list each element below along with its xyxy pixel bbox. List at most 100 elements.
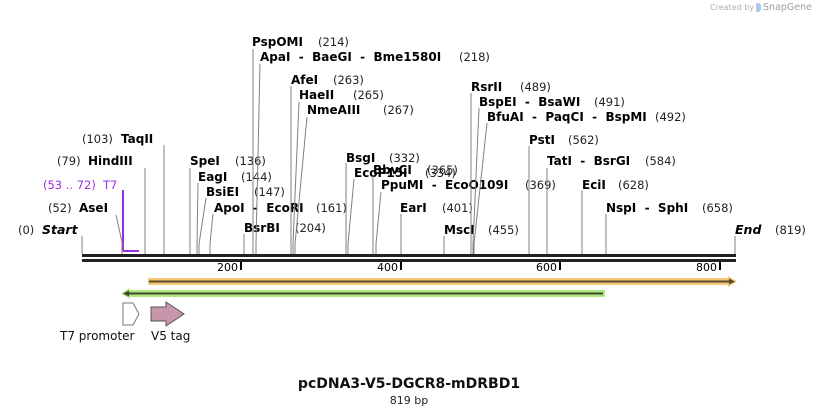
snapgene-logo-icon [756, 3, 762, 12]
site-bspei-bsawi[interactable]: BspEI - BsaWI (491) [472, 95, 625, 254]
orf-forward[interactable] [148, 276, 737, 287]
svg-text:(214): (214) [318, 35, 349, 49]
end-marker: End (819) [734, 222, 806, 254]
site-bsiei[interactable]: BsiEI (147) [198, 185, 285, 254]
svg-text:NspI - SphI: NspI - SphI [606, 201, 688, 215]
primer-range: (53 .. 72) [43, 178, 96, 192]
credit-prefix: Created by [710, 3, 755, 12]
feature-t7-promoter[interactable] [122, 302, 140, 326]
svg-text:HindIII: HindIII [88, 154, 133, 168]
svg-text:EciI: EciI [582, 178, 606, 192]
site-psti[interactable]: PstI (562) [528, 133, 599, 254]
svg-text:EcoP15I: EcoP15I [354, 166, 408, 180]
site-msci[interactable]: MscI (455) [443, 223, 519, 254]
svg-text:AseI: AseI [79, 201, 108, 215]
site-bfuai-paqci-bspmi[interactable]: BfuAI - PaqCI - BspMI (492) [473, 110, 686, 254]
ruler-ticks: 200 400 600 800 [217, 261, 721, 274]
site-tati-bsrgi[interactable]: TatI - BsrGI (584) [546, 154, 676, 254]
site-afei[interactable]: AfeI (263) [290, 73, 364, 254]
tick-800: 800 [696, 261, 717, 274]
svg-text:(332): (332) [389, 151, 420, 165]
svg-text:(136): (136) [235, 154, 266, 168]
svg-text:TatI - BsrGI: TatI - BsrGI [547, 154, 630, 168]
site-bsgi[interactable]: BsgI (332) [345, 151, 420, 254]
snapgene-credit: Created by SnapGene [710, 2, 812, 13]
start-label: Start [42, 222, 79, 237]
arrow-left-icon [123, 290, 129, 297]
arrow-right-icon [729, 278, 735, 285]
svg-text:(455): (455) [488, 223, 519, 237]
svg-text:(658): (658) [702, 201, 733, 215]
svg-text:(144): (144) [241, 170, 272, 184]
svg-text:EarI: EarI [400, 201, 427, 215]
site-ecop15i[interactable]: EcoP15I (334) [347, 166, 456, 254]
svg-text:MscI: MscI [444, 223, 475, 237]
svg-text:BsiEI: BsiEI [206, 185, 239, 199]
site-haeii[interactable]: HaeII (265) [292, 88, 384, 254]
tick-400: 400 [377, 261, 398, 274]
svg-text:(52): (52) [48, 201, 72, 215]
feature-v5-tag[interactable] [150, 301, 185, 327]
site-apoi-ecori[interactable]: ApoI - EcoRI (161) [209, 201, 347, 254]
svg-text:RsrII: RsrII [471, 80, 502, 94]
svg-text:(562): (562) [568, 133, 599, 147]
site-taqii[interactable]: (103) TaqII [82, 132, 165, 254]
svg-text:BfuAI - PaqCI - BspMI: BfuAI - PaqCI - BspMI [487, 110, 647, 124]
credit-brand: SnapGene [763, 2, 812, 13]
site-ecii[interactable]: EciI (628) [581, 178, 649, 254]
svg-text:(218): (218) [459, 50, 490, 64]
site-eari[interactable]: EarI (401) [400, 201, 473, 254]
svg-text:(147): (147) [254, 185, 285, 199]
svg-text:TaqII: TaqII [121, 132, 153, 146]
svg-text:SpeI: SpeI [190, 154, 220, 168]
svg-text:BspEI - BsaWI: BspEI - BsaWI [479, 95, 580, 109]
svg-text:(489): (489) [520, 80, 551, 94]
site-rsrii[interactable]: RsrII (489) [470, 80, 551, 254]
site-bbvci[interactable]: BbvCI (365) [372, 163, 458, 254]
svg-text:(334): (334) [425, 166, 456, 180]
map-title: pcDNA3-V5-DGCR8-mDRBD1 [297, 376, 521, 392]
svg-text:(79): (79) [57, 154, 81, 168]
svg-text:BbvCI: BbvCI [373, 163, 412, 177]
site-nmeaiii[interactable]: NmeAIII (267) [294, 103, 414, 254]
svg-text:NmeAIII: NmeAIII [307, 103, 360, 117]
primer-t7[interactable]: (53 .. 72) T7 [43, 178, 139, 252]
site-apai-baegi-bme1580i[interactable]: ApaI - BaeGI - Bme1580I (218) [255, 50, 490, 254]
svg-text:AfeI: AfeI [291, 73, 318, 87]
start-marker: (0) Start [18, 222, 83, 254]
site-asei[interactable]: (52) AseI [48, 201, 123, 254]
svg-text:(263): (263) [333, 73, 364, 87]
tick-200: 200 [217, 261, 238, 274]
svg-text:(819): (819) [775, 223, 806, 237]
svg-text:(401): (401) [442, 201, 473, 215]
site-ppumi-ecoo109i[interactable]: PpuMI - EcoO109I (369) [375, 178, 556, 254]
site-hindiii[interactable]: (79) HindIII [57, 154, 146, 254]
svg-text:(628): (628) [618, 178, 649, 192]
svg-text:(161): (161) [316, 201, 347, 215]
site-pspomi[interactable]: PspOMI (214) [252, 35, 349, 254]
svg-text:BsgI: BsgI [346, 151, 375, 165]
site-nspi-sphi[interactable]: NspI - SphI (658) [605, 201, 733, 254]
svg-text:(365): (365) [427, 163, 458, 177]
svg-text:(204): (204) [295, 221, 326, 235]
end-label: End [735, 222, 762, 237]
primer-label: T7 [102, 178, 117, 192]
svg-text:(491): (491) [594, 95, 625, 109]
svg-text:BsrBI: BsrBI [244, 221, 280, 235]
svg-text:(369): (369) [525, 178, 556, 192]
svg-text:ApaI - BaeGI - Bme1580I: ApaI - BaeGI - Bme1580I [260, 50, 441, 64]
svg-text:PspOMI: PspOMI [252, 35, 303, 49]
tick-600: 600 [536, 261, 557, 274]
svg-text:(103): (103) [82, 132, 113, 146]
svg-text:(492): (492) [655, 110, 686, 124]
orf-reverse[interactable] [121, 288, 605, 299]
map-length: 819 bp [389, 394, 429, 407]
site-eagi[interactable]: EagI (144) [196, 170, 272, 254]
svg-text:(0): (0) [18, 223, 34, 237]
svg-text:HaeII: HaeII [299, 88, 334, 102]
svg-text:(265): (265) [353, 88, 384, 102]
svg-text:(267): (267) [383, 103, 414, 117]
svg-text:PstI: PstI [529, 133, 555, 147]
sequence-backbone [82, 254, 736, 262]
